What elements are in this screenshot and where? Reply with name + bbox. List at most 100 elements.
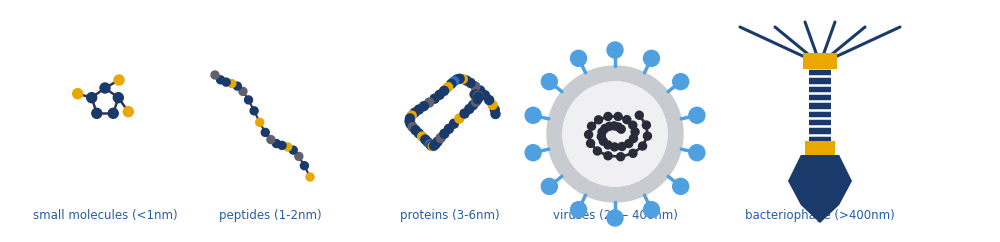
Circle shape	[211, 71, 219, 79]
Circle shape	[571, 202, 587, 218]
Circle shape	[440, 86, 449, 95]
Circle shape	[406, 120, 415, 129]
Circle shape	[245, 96, 253, 104]
Polygon shape	[788, 155, 852, 223]
Circle shape	[405, 114, 414, 123]
Circle shape	[92, 108, 102, 118]
Circle shape	[429, 141, 438, 150]
Circle shape	[289, 146, 297, 154]
Circle shape	[595, 116, 603, 124]
Circle shape	[250, 107, 258, 115]
Circle shape	[425, 140, 434, 149]
Circle shape	[474, 92, 483, 101]
Circle shape	[643, 132, 651, 140]
Circle shape	[114, 75, 124, 85]
Circle shape	[629, 121, 637, 129]
Circle shape	[430, 94, 439, 103]
Circle shape	[588, 122, 596, 130]
Circle shape	[476, 86, 485, 95]
Circle shape	[466, 78, 475, 87]
Circle shape	[629, 149, 637, 157]
Circle shape	[614, 113, 622, 121]
Circle shape	[450, 77, 459, 86]
Circle shape	[474, 93, 483, 102]
Circle shape	[604, 141, 612, 149]
Circle shape	[547, 66, 683, 202]
Circle shape	[73, 89, 83, 99]
Circle shape	[618, 143, 626, 151]
Circle shape	[689, 107, 705, 123]
Circle shape	[455, 74, 464, 83]
Circle shape	[261, 129, 269, 136]
Circle shape	[623, 116, 631, 124]
Circle shape	[436, 133, 445, 143]
Circle shape	[469, 101, 478, 110]
Circle shape	[414, 129, 423, 138]
Circle shape	[460, 109, 469, 118]
Circle shape	[239, 87, 247, 95]
Circle shape	[541, 74, 557, 90]
Circle shape	[284, 143, 292, 151]
Circle shape	[449, 119, 458, 128]
Circle shape	[100, 83, 110, 93]
Circle shape	[444, 124, 453, 133]
Text: small molecules (<1nm): small molecules (<1nm)	[33, 209, 177, 222]
Circle shape	[643, 202, 659, 218]
Circle shape	[233, 82, 241, 90]
FancyBboxPatch shape	[805, 141, 835, 155]
Circle shape	[458, 75, 467, 83]
Circle shape	[222, 78, 230, 86]
Circle shape	[408, 122, 417, 132]
Circle shape	[272, 140, 280, 148]
Circle shape	[673, 74, 689, 90]
Circle shape	[405, 117, 414, 126]
Circle shape	[435, 90, 444, 99]
Circle shape	[447, 79, 456, 88]
Circle shape	[407, 111, 416, 120]
Circle shape	[473, 95, 482, 104]
Circle shape	[617, 153, 625, 161]
Circle shape	[455, 114, 464, 123]
Circle shape	[541, 178, 557, 194]
Circle shape	[256, 118, 264, 126]
Circle shape	[639, 142, 647, 150]
Circle shape	[472, 91, 481, 99]
Circle shape	[614, 123, 622, 131]
Circle shape	[470, 90, 479, 99]
Circle shape	[471, 90, 480, 99]
Circle shape	[643, 50, 659, 66]
Circle shape	[485, 96, 494, 105]
Circle shape	[563, 82, 667, 186]
Circle shape	[472, 90, 481, 99]
Circle shape	[433, 137, 442, 146]
Circle shape	[427, 141, 436, 150]
Text: viruses (20 – 400nm): viruses (20 – 400nm)	[553, 209, 677, 222]
FancyBboxPatch shape	[803, 53, 837, 69]
Text: bacteriophage (>400nm): bacteriophage (>400nm)	[745, 209, 895, 222]
Circle shape	[611, 143, 619, 151]
Circle shape	[418, 132, 427, 141]
Circle shape	[471, 82, 480, 91]
Circle shape	[689, 145, 705, 161]
Circle shape	[480, 91, 489, 100]
Circle shape	[488, 100, 497, 109]
Circle shape	[571, 50, 587, 66]
Circle shape	[473, 91, 482, 100]
Circle shape	[295, 152, 303, 160]
Circle shape	[419, 102, 428, 111]
Circle shape	[414, 105, 423, 114]
Circle shape	[421, 135, 430, 144]
Circle shape	[431, 140, 440, 149]
Circle shape	[306, 173, 314, 181]
Circle shape	[410, 108, 419, 117]
Circle shape	[642, 121, 650, 129]
Circle shape	[630, 134, 638, 142]
Text: proteins (3-6nm): proteins (3-6nm)	[400, 209, 500, 222]
Text: peptides (1-2nm): peptides (1-2nm)	[219, 209, 321, 222]
Circle shape	[491, 109, 500, 119]
Circle shape	[597, 133, 605, 141]
Circle shape	[473, 91, 482, 100]
Circle shape	[604, 152, 612, 160]
Circle shape	[462, 76, 471, 85]
Circle shape	[470, 90, 479, 99]
